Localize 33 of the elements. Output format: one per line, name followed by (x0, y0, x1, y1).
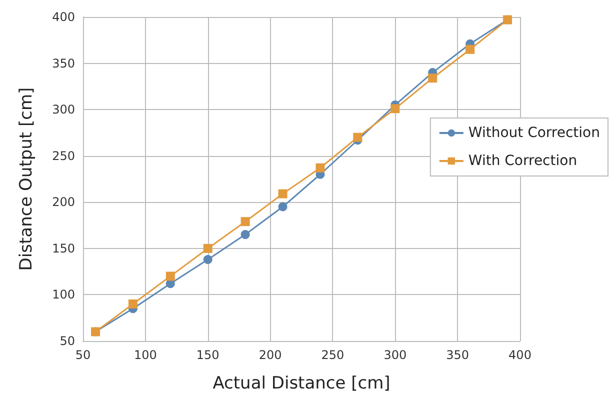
y-tick-label: 400 (52, 10, 75, 24)
point (390, 104, 400, 114)
point (240, 230, 250, 240)
y-axis-title: Distance Output [cm] (16, 87, 36, 271)
y-tick-label: 100 (52, 288, 75, 302)
point (278, 189, 288, 198)
legend-label: Without Correction (468, 125, 600, 141)
point (240, 217, 250, 226)
legend-label: With Correction (468, 153, 578, 169)
x-tick-label: 50 (75, 348, 91, 362)
y-tick-label: 50 (60, 334, 75, 348)
point (278, 202, 288, 212)
point (166, 272, 175, 281)
x-tick-label: 150 (196, 348, 220, 362)
point (203, 244, 212, 253)
point (466, 44, 475, 54)
point (203, 255, 212, 264)
point (428, 74, 438, 83)
point (128, 299, 138, 308)
x-tick-label: 350 (446, 348, 470, 362)
y-tick-label: 200 (52, 195, 75, 210)
y-tick-label: 350 (52, 56, 75, 70)
x-tick-label: 200 (258, 348, 282, 362)
y-tick-label: 150 (52, 241, 75, 256)
y-tick-label: 250 (52, 148, 75, 163)
x-tick-label: 250 (321, 348, 344, 362)
x-axis-title: Actual Distance [cm] (212, 374, 390, 394)
y-tick-label: 300 (52, 102, 75, 117)
x-tick-label: 400 (508, 348, 532, 362)
x-tick-label: 100 (134, 348, 157, 362)
point (316, 163, 325, 172)
point (353, 132, 362, 142)
x-tick-label: 300 (384, 348, 407, 362)
